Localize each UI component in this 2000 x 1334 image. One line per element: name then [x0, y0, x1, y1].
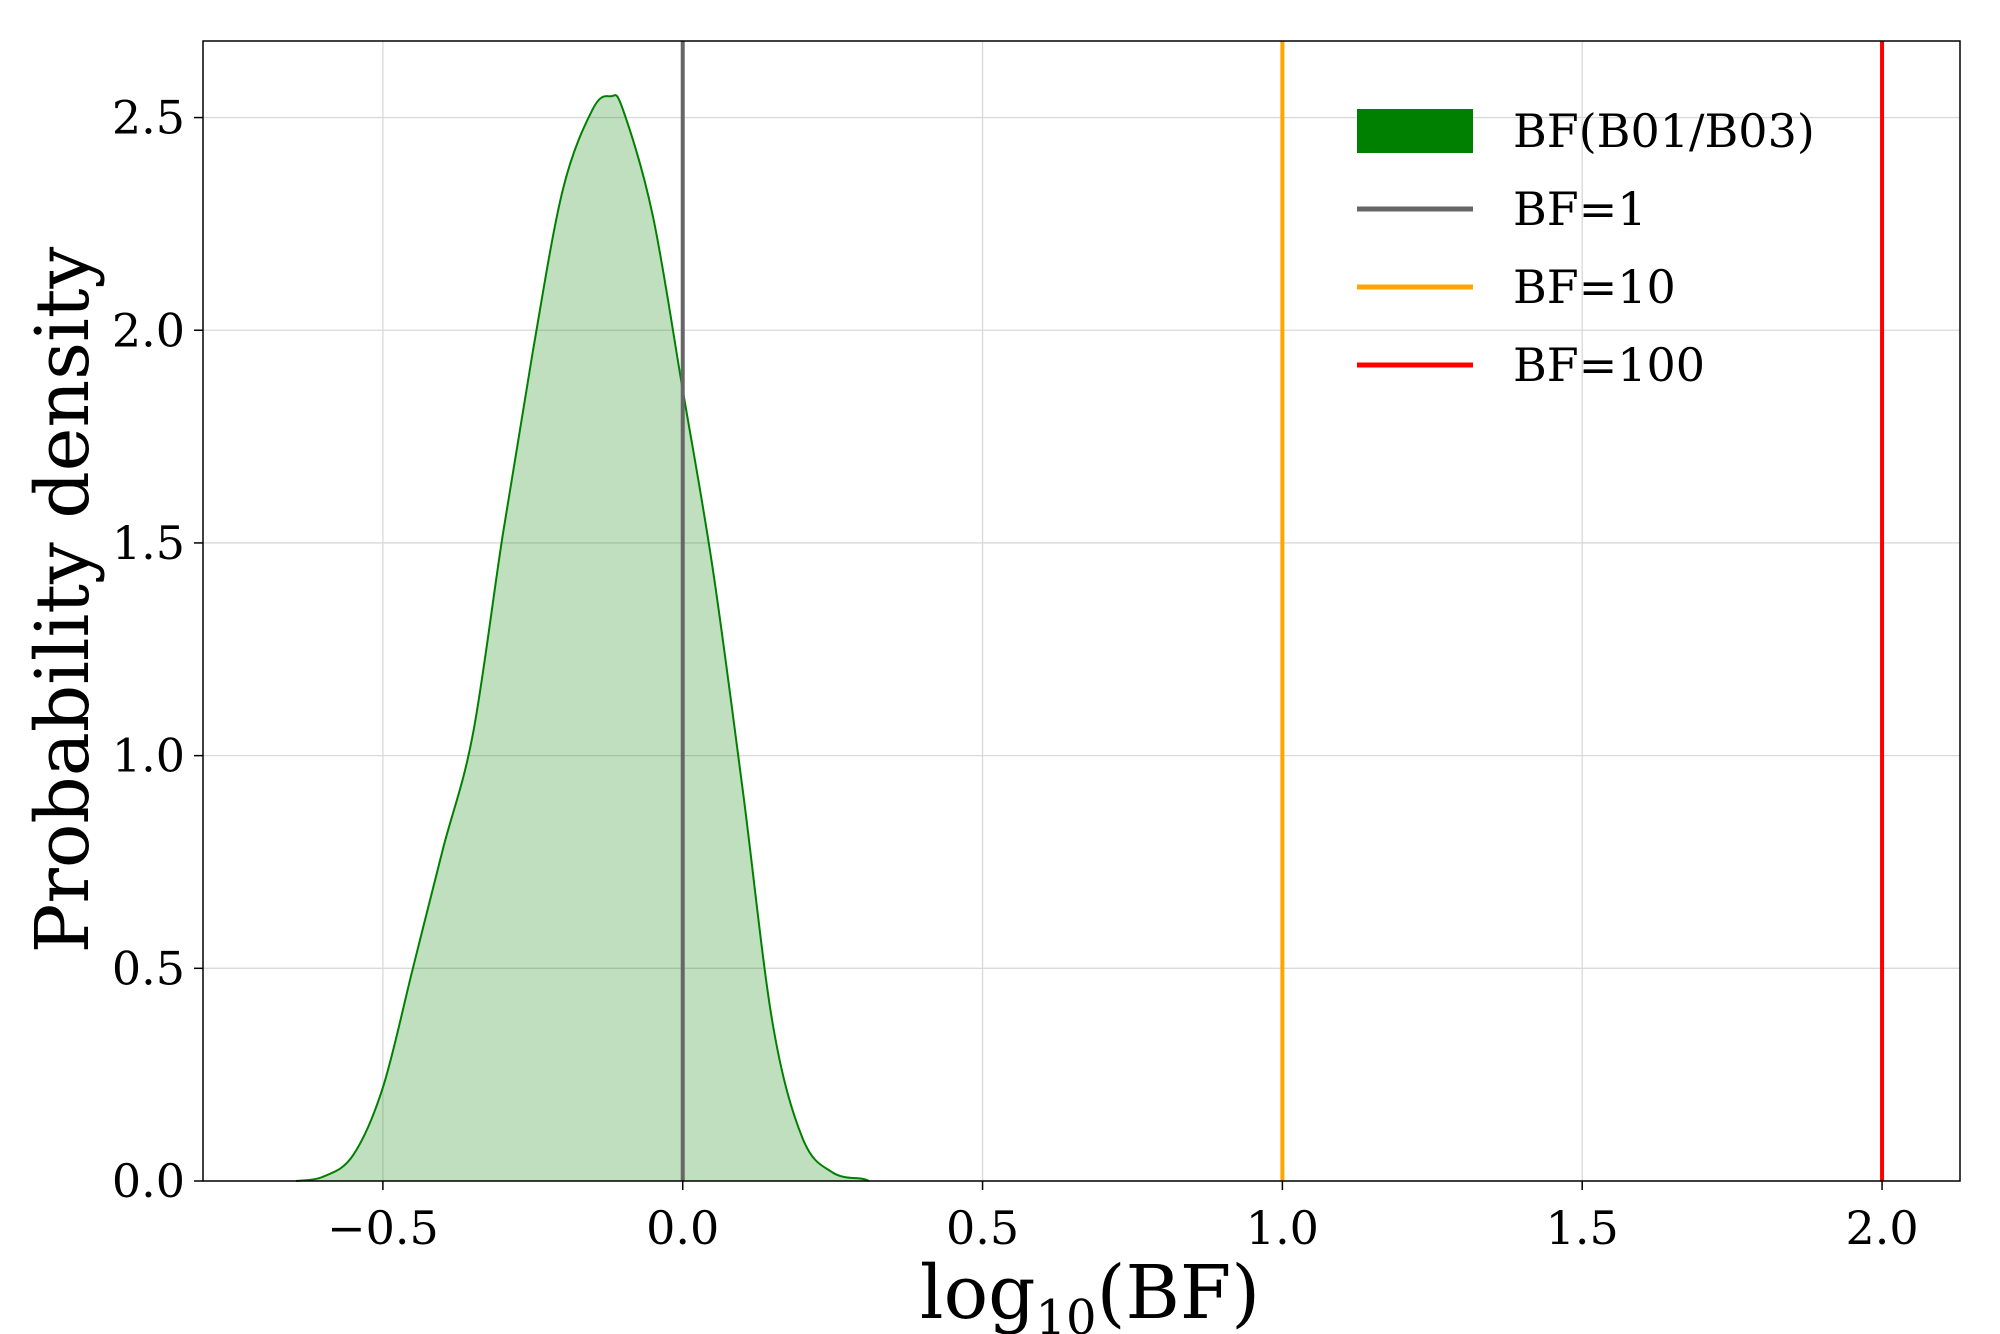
x-tick-label-1: 0.0 [646, 1201, 719, 1255]
density-curve-line [295, 94, 870, 1182]
density-fill-area [295, 95, 869, 1181]
x-axis-title-argument: (BF) [1097, 1250, 1260, 1334]
x-axis-title: log10(BF) [920, 1250, 1260, 1334]
legend-label-bf-10: BF=10 [1513, 260, 1676, 314]
y-tick-label-4: 2.0 [112, 303, 185, 357]
x-axis-title-subscript: 10 [1036, 1290, 1097, 1334]
legend-label-bf-1: BF=1 [1513, 182, 1647, 236]
x-tick-label-3: 1.0 [1246, 1201, 1319, 1255]
legend-label-bf-100: BF=100 [1513, 338, 1705, 392]
x-axis-title-base: log [920, 1250, 1036, 1334]
axis-ticks: −0.5 0.0 0.5 1.0 1.5 2.0 0.0 0.5 1.0 1.5 2.0 2.5 [112, 91, 1919, 1255]
y-tick-label-1: 0.5 [112, 941, 185, 995]
plot-content [295, 41, 1885, 1182]
plot-frame [202, 40, 1961, 1182]
legend-swatch-density [1357, 109, 1473, 153]
y-tick-label-2: 1.0 [112, 729, 185, 783]
y-tick-label-0: 0.0 [112, 1154, 185, 1208]
x-tick-label-2: 0.5 [946, 1201, 1019, 1255]
x-tick-label-4: 1.5 [1546, 1201, 1619, 1255]
y-tick-label-5: 2.5 [112, 91, 185, 145]
x-tick-label-0: −0.5 [327, 1201, 439, 1255]
legend: BF(B01/B03) BF=1 BF=10 BF=100 [1357, 104, 1815, 392]
y-tick-label-3: 1.5 [112, 516, 185, 570]
x-tick-label-5: 2.0 [1845, 1201, 1918, 1255]
legend-label-density: BF(B01/B03) [1513, 104, 1815, 158]
y-axis-title: Probability density [20, 246, 106, 953]
